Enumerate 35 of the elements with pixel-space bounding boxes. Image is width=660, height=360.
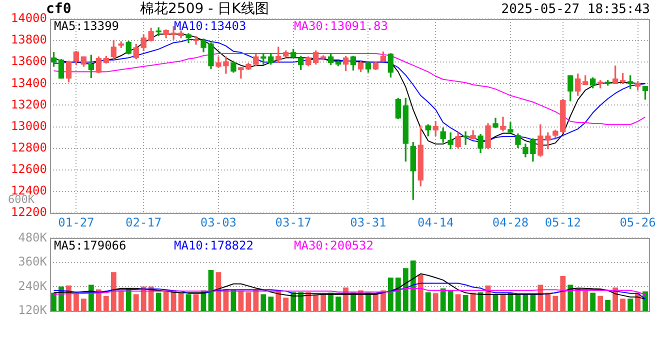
y-tick-label: 13200: [10, 97, 47, 112]
text: MA30:200532: [294, 238, 374, 252]
x-tick-label: 03-17: [275, 215, 312, 230]
candlestick: [156, 27, 162, 36]
text: cf0: [46, 1, 72, 17]
text: 2025-05-27 18:35:43: [501, 2, 650, 17]
text: MA10:178822: [174, 238, 254, 252]
y-tick-label: 12800: [10, 140, 47, 154]
x-tick-label: 03-03: [200, 215, 237, 230]
series-label: MA30:13091.83: [294, 19, 388, 34]
text: MA5:179066: [54, 238, 126, 252]
y-tick-label: 480K: [18, 230, 48, 244]
series-label: MA10:13403: [174, 19, 246, 34]
chart-title: 棉花2509 - 日K线图: [140, 0, 269, 18]
x-tick-label: 02-17: [126, 215, 162, 230]
x-tick-label: 01-27: [58, 215, 94, 230]
y-tick-label: 13600: [10, 54, 47, 68]
y-tick-label: 13800: [10, 32, 47, 47]
candlestick: [462, 131, 468, 145]
series-label: MA5:13399: [54, 19, 120, 34]
y-tick-label: 240K: [18, 278, 48, 293]
y-tick-label: 14000: [10, 11, 47, 26]
y-tick-label: 120K: [18, 303, 48, 318]
x-tick-label: 05-26: [620, 215, 656, 230]
y-tick-label: 360K: [18, 254, 48, 269]
x-tick-label: 04-14: [418, 215, 454, 230]
y-tick-label: 13000: [10, 118, 47, 133]
y-tick-label: 12200: [10, 205, 47, 220]
candlestick: [193, 36, 199, 45]
x-tick-label: 03-31: [350, 215, 386, 230]
y-tick-label: 13400: [10, 76, 47, 90]
x-tick-label: 04-28: [492, 215, 529, 230]
y-tick-label: 12600: [10, 162, 47, 176]
x-tick-label: 05-12: [544, 215, 581, 230]
candlestick: [500, 116, 506, 132]
